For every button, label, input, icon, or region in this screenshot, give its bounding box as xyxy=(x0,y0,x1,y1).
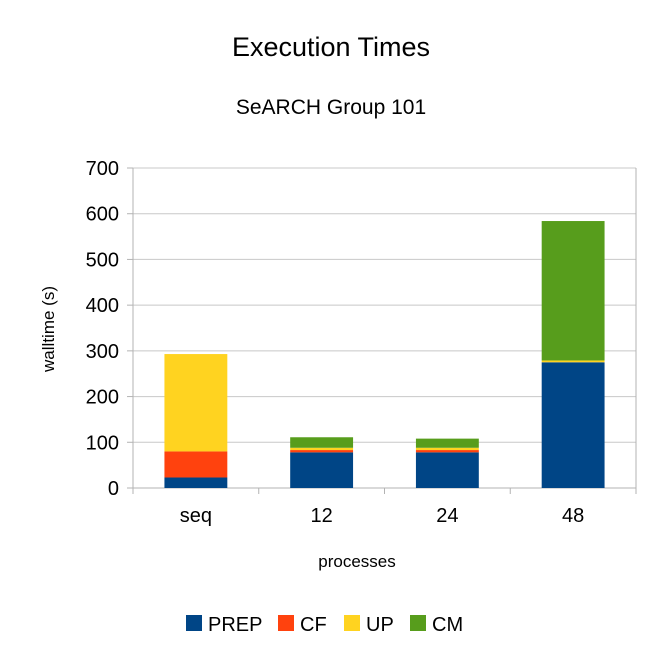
y-tick-label: 0 xyxy=(108,478,119,500)
bar-cf-12 xyxy=(290,450,354,453)
y-tick-label: 400 xyxy=(86,295,119,317)
bar-cf-seq xyxy=(164,451,228,478)
legend-swatch-prep xyxy=(186,615,202,631)
legend-label-cm: CM xyxy=(432,614,463,636)
x-axis-ticks: seq 12 24 48 xyxy=(132,488,637,527)
x-tick-label: 24 xyxy=(436,505,458,527)
chart-subtitle: SeARCH Group 101 xyxy=(236,96,426,119)
bar-up-12 xyxy=(290,447,354,451)
x-tick-label: 48 xyxy=(562,505,584,527)
legend: PREP CF UP CM xyxy=(186,614,463,636)
y-axis-label: walltime (s) xyxy=(39,286,58,373)
bar-up-48 xyxy=(541,360,605,363)
legend-label-up: UP xyxy=(366,614,394,636)
bar-cm-24 xyxy=(415,438,479,448)
legend-swatch-cf xyxy=(278,615,294,631)
legend-swatch-cm xyxy=(410,615,426,631)
x-axis-label: processes xyxy=(318,552,395,571)
bars xyxy=(164,221,605,488)
bar-prep-12 xyxy=(290,452,354,488)
bar-up-24 xyxy=(415,447,479,451)
bar-cf-24 xyxy=(415,450,479,453)
bar-prep-48 xyxy=(541,362,605,488)
bar-prep-seq xyxy=(164,477,228,488)
legend-swatch-up xyxy=(344,615,360,631)
x-tick-label: seq xyxy=(180,505,212,527)
y-tick-label: 500 xyxy=(86,249,119,271)
y-tick-label: 300 xyxy=(86,341,119,363)
bar-prep-24 xyxy=(415,452,479,488)
bar-up-seq xyxy=(164,354,228,452)
y-tick-label: 700 xyxy=(86,158,119,180)
y-tick-label: 100 xyxy=(86,432,119,454)
bar-cm-12 xyxy=(290,437,354,448)
legend-label-prep: PREP xyxy=(208,614,262,636)
y-axis-ticks: 0 100 200 300 400 500 600 700 xyxy=(86,158,133,500)
chart-title: Execution Times xyxy=(232,32,430,62)
bar-cm-48 xyxy=(541,221,605,361)
y-tick-label: 200 xyxy=(86,387,119,409)
y-tick-label: 600 xyxy=(86,204,119,226)
legend-label-cf: CF xyxy=(300,614,327,636)
x-tick-label: 12 xyxy=(311,505,333,527)
